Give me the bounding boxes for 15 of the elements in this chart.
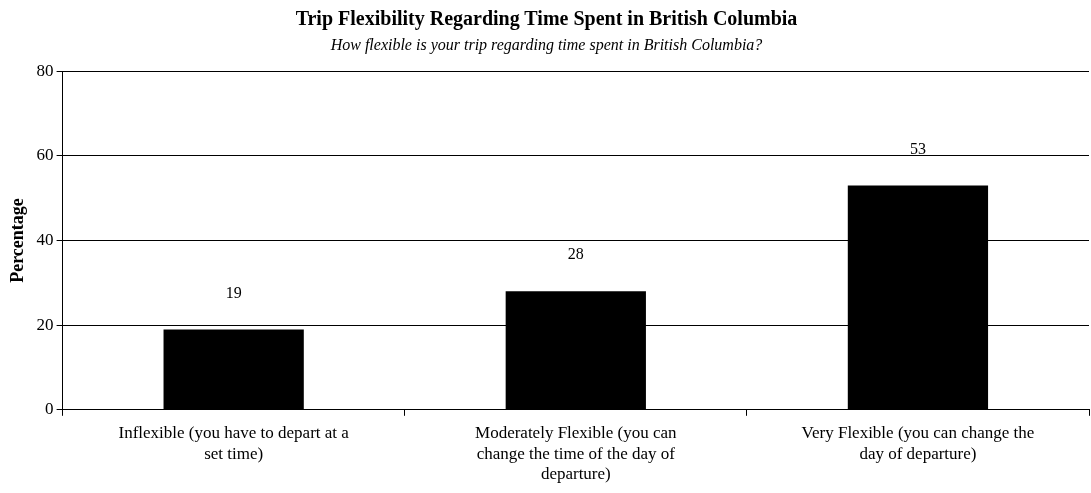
x-tick-label: Very Flexible (you can change the day of departure) <box>801 423 1035 463</box>
y-tick-label: 20 <box>36 314 54 334</box>
y-tick-label: 0 <box>45 399 54 419</box>
data-label: 28 <box>567 245 584 263</box>
y-axis-title: Percentage <box>7 198 28 283</box>
y-tick-label: 80 <box>36 60 54 80</box>
bar <box>163 329 304 410</box>
x-tick-label: Moderately Flexible (you can change the time of the day of departure) <box>475 423 678 484</box>
x-tick-label: Inflexible (you have to depart at a set time) <box>118 423 350 463</box>
chart-subtitle: How flexible is your trip regarding time spent in British Columbia? <box>329 35 763 54</box>
data-label: 53 <box>909 139 926 157</box>
data-label: 19 <box>225 283 242 301</box>
y-tick-label: 60 <box>36 145 54 165</box>
chart-title: Trip Flexibility Regarding Time Spent in British Columbia <box>295 7 798 31</box>
y-tick-label: 40 <box>36 229 54 249</box>
